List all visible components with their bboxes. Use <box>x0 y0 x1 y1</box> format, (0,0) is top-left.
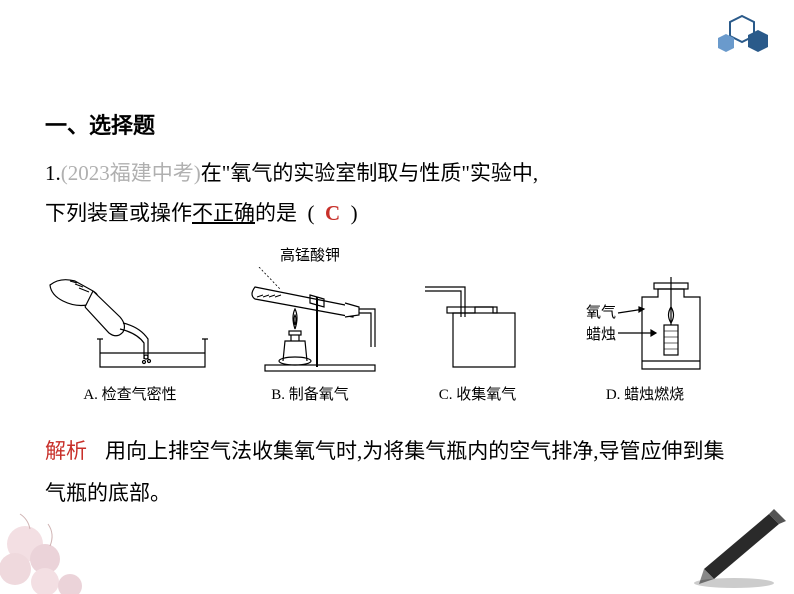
figure-a: A. 检查气密性 <box>45 267 215 404</box>
figure-b-svg <box>225 267 395 377</box>
q-text2b: 的是 <box>255 201 297 225</box>
blank-r: ) <box>351 201 358 225</box>
caption-b: B. 制备氧气 <box>271 383 349 404</box>
q-number: 1. <box>45 161 61 185</box>
label-o2: 氧气 <box>586 304 616 321</box>
caption-c: C. 收集氧气 <box>439 383 517 404</box>
q-source: (2023福建中考) <box>61 161 201 185</box>
caption-d: D. 蜡烛燃烧 <box>606 383 684 404</box>
q-underline: 不正确 <box>192 201 255 225</box>
corner-hexagon-deco <box>706 12 776 62</box>
kmno4-label: 高锰酸钾 <box>280 244 340 265</box>
caption-a: A. 检查气密性 <box>83 383 176 404</box>
figure-a-svg <box>45 267 215 377</box>
figure-d: 氧气 蜡烛 <box>560 267 730 404</box>
figure-c: C. 收集氧气 <box>405 267 550 404</box>
question-text: 1.(2023福建中考)在"氧气的实验室制取与性质"实验中, <box>45 154 745 194</box>
label-candle: 蜡烛 <box>586 326 616 343</box>
slide-content: 一、选择题 1.(2023福建中考)在"氧气的实验室制取与性质"实验中, 下列装… <box>45 108 745 514</box>
q-text1: 在"氧气的实验室制取与性质"实验中, <box>201 161 538 185</box>
blank-l: ( <box>308 201 315 225</box>
section-title: 一、选择题 <box>45 108 745 140</box>
figure-c-svg <box>405 267 550 377</box>
q-text2a: 下列装置或操作 <box>45 201 192 225</box>
explanation: 解析用向上排空气法收集氧气时,为将集气瓶内的空气排净,导管应伸到集气瓶的底部。 <box>45 430 745 514</box>
figures-row: A. 检查气密性 高锰酸钾 <box>45 244 745 404</box>
figure-d-svg: 氧气 蜡烛 <box>560 267 730 377</box>
question-text-2: 下列装置或操作不正确的是 ( C ) <box>45 194 745 234</box>
explanation-text: 用向上排空气法收集氧气时,为将集气瓶内的空气排净,导管应伸到集气瓶的底部。 <box>45 439 725 505</box>
figure-b: 高锰酸钾 <box>225 244 395 404</box>
flower-deco <box>0 464 130 594</box>
answer: C <box>325 201 340 225</box>
pen-deco <box>674 499 794 594</box>
explanation-label: 解析 <box>45 439 87 463</box>
